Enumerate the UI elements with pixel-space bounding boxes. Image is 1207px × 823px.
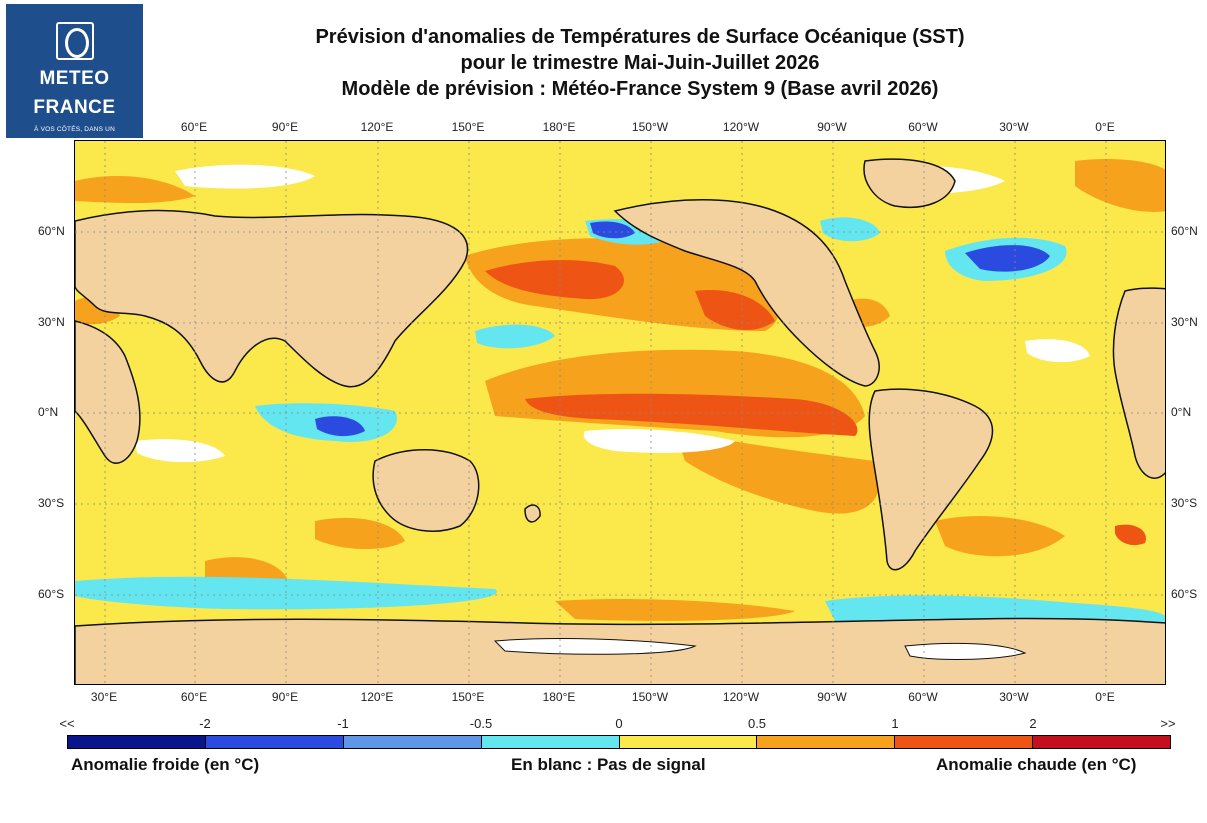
top-lon-tick: 150°W <box>631 120 669 134</box>
map-canvas <box>75 141 1165 684</box>
cool-anomaly-southern-ocean-west <box>75 576 497 610</box>
top-lon-tick: 120°W <box>722 120 760 134</box>
logo-brand-line2: FRANCE <box>33 97 116 118</box>
logo-tagline-line1: À VOS CÔTÉS, DANS UN <box>34 126 115 133</box>
title-line1: Prévision d'anomalies de Températures de… <box>315 26 965 48</box>
top-lon-tick: 30°W <box>999 120 1029 134</box>
warm-anomaly-north-atlantic-east <box>1075 159 1165 212</box>
colorbar-segment <box>1033 736 1170 748</box>
bottom-lon-tick: 30°W <box>999 690 1029 704</box>
map-title: Prévision d'anomalies de Températures de… <box>150 24 1130 102</box>
colorbar-segment <box>895 736 1034 748</box>
warm-anomaly-east-pacific-south <box>675 431 880 514</box>
title-line2: pour le trimestre Mai-Juin-Juillet 2026 <box>460 52 820 74</box>
bottom-lon-tick: 30°E <box>90 690 118 704</box>
colorbar-label: 2 <box>1029 716 1037 731</box>
logo-brand-line1: METEO <box>39 68 110 89</box>
top-lon-tick: 180°E <box>542 120 576 134</box>
no-signal-indian <box>135 439 225 463</box>
bottom-lon-tick: 0°E <box>1095 690 1115 704</box>
land-australia <box>372 449 480 532</box>
land-africa-west <box>1112 287 1165 479</box>
bottom-lon-tick: 90°W <box>817 690 847 704</box>
title-line3: Modèle de prévision : Météo-France Syste… <box>341 78 939 100</box>
colorbar-segment <box>68 736 206 748</box>
left-lat-tick: 0°N <box>38 405 59 419</box>
top-lon-tick: 150°E <box>451 120 485 134</box>
left-lat-tick: 60°S <box>38 587 65 601</box>
right-lat-tick: 0°N <box>1171 405 1192 419</box>
colorbar-label: 1 <box>891 716 899 731</box>
colorbar-segment <box>205 736 344 748</box>
top-lon-tick: 120°E <box>360 120 394 134</box>
top-lon-tick: 90°W <box>817 120 847 134</box>
right-lat-tick: 60°N <box>1171 224 1198 238</box>
no-signal-atlantic <box>1025 339 1090 363</box>
colorbar-label: -0.5 <box>469 716 493 731</box>
left-lat-tick: 30°N <box>38 315 65 329</box>
land-eurasia <box>75 209 469 388</box>
hot-anomaly-north-pacific-west <box>485 259 624 300</box>
land-new-zealand <box>524 504 541 523</box>
legend-warm: Anomalie chaude (en °C) <box>936 755 1137 774</box>
bottom-lon-tick: 150°W <box>631 690 669 704</box>
left-lat-tick: 60°N <box>38 224 65 238</box>
land-greenland <box>863 158 956 208</box>
sst-anomaly-map <box>74 140 1166 685</box>
warm-anomaly-south-indian-2 <box>315 517 405 550</box>
no-signal-ross-ice <box>493 638 697 655</box>
colorbar-segment <box>481 736 620 748</box>
top-lon-tick: 0°E <box>1095 120 1115 134</box>
bottom-lon-tick: 60°E <box>180 690 208 704</box>
cold-anomaly-north-atlantic <box>965 245 1050 272</box>
bottom-lon-tick: 120°E <box>360 690 394 704</box>
hot-anomaly-north-pacific-east <box>695 290 775 331</box>
bottom-lon-tick: 150°E <box>451 690 485 704</box>
colorbar-label: -2 <box>199 716 211 731</box>
legend-cold: Anomalie froide (en °C) <box>71 755 260 774</box>
right-lat-tick: 30°N <box>1171 315 1198 329</box>
colorbar-label: << <box>59 716 75 731</box>
hot-anomaly-south-atlantic-east <box>1115 524 1146 546</box>
cool-anomaly-hudson <box>820 217 880 242</box>
land-africa-east <box>75 320 141 464</box>
cold-anomaly-indonesia <box>315 416 365 437</box>
colorbar-segment <box>757 736 896 748</box>
cold-anomaly-bering <box>590 221 635 239</box>
colorbar-label: 0.5 <box>747 716 767 731</box>
no-signal-arctic <box>175 164 315 189</box>
cool-anomaly-pacific-subtropical <box>475 324 555 349</box>
cold-anomaly-regions <box>315 221 1050 437</box>
meteo-france-logo: METEO FRANCE À VOS CÔTÉS, DANS UN CLIMAT… <box>6 4 143 149</box>
colorbar-label: >> <box>1160 716 1176 731</box>
hot-anomaly-nino-region <box>525 393 858 436</box>
no-signal-central-pacific <box>583 429 735 453</box>
land-masses <box>75 158 1165 684</box>
graticule <box>75 141 1165 684</box>
legend-no-signal: En blanc : Pas de signal <box>511 755 706 774</box>
warm-anomaly-southern-ocean <box>555 599 795 621</box>
no-signal-weddell-ice <box>904 642 1027 660</box>
warm-anomaly-south-atlantic <box>935 516 1065 557</box>
bottom-lon-tick: 90°E <box>271 690 299 704</box>
top-lon-tick: 60°E <box>180 120 208 134</box>
right-lat-tick: 30°S <box>1171 496 1198 510</box>
top-lon-tick: 90°E <box>271 120 299 134</box>
colorbar-label: -1 <box>337 716 349 731</box>
top-lon-tick: 60°W <box>908 120 938 134</box>
bottom-lon-tick: 60°W <box>908 690 938 704</box>
land-south-america <box>868 388 994 571</box>
bottom-lon-tick: 180°E <box>542 690 576 704</box>
land-north-america <box>613 199 880 387</box>
colorbar-label: 0 <box>615 716 623 731</box>
left-lat-tick: 30°S <box>38 496 65 510</box>
colorbar-segment <box>619 736 758 748</box>
meteo-france-emblem-icon <box>55 22 94 60</box>
right-lat-tick: 60°S <box>1171 587 1198 601</box>
colorbar-segment <box>343 736 482 748</box>
bottom-lon-tick: 120°W <box>722 690 760 704</box>
colorbar <box>67 735 1171 749</box>
